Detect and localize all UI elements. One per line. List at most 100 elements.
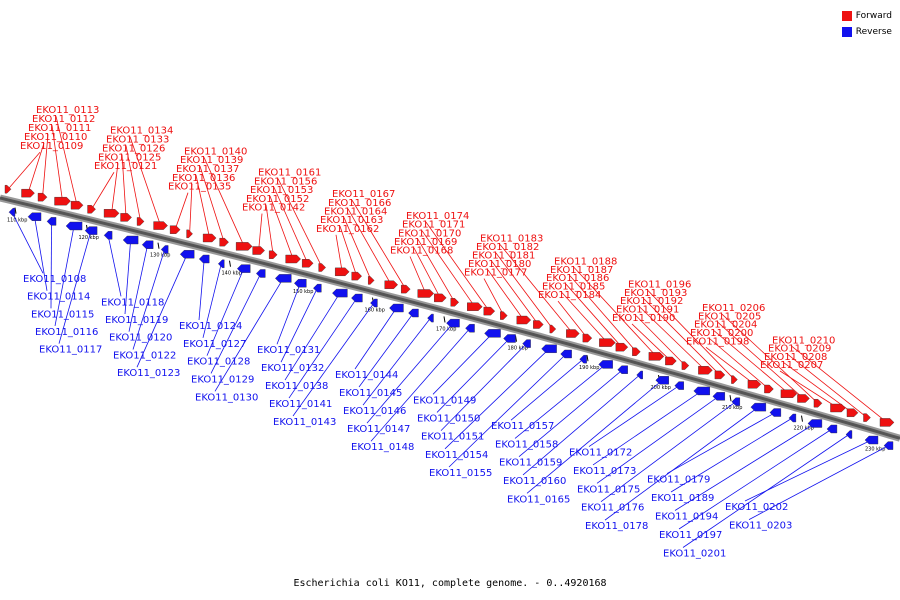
gene-label-line [195, 174, 211, 239]
reverse-gene-arrow [883, 441, 894, 450]
gene-label-line [561, 292, 608, 343]
forward-gene-label: EKO11_0156 [254, 176, 317, 187]
gene-label-line [643, 298, 721, 376]
reverse-gene-arrow [84, 226, 98, 235]
tick-label: 190 kbp [579, 365, 599, 371]
forward-gene-arrow [698, 366, 713, 375]
forward-gene-arrow [830, 403, 846, 413]
reverse-gene-label: EKO11_0203 [729, 521, 792, 532]
tick-mark [729, 395, 732, 402]
reverse-gene-arrow [674, 381, 684, 390]
reverse-gene-arrow [560, 349, 572, 359]
reverse-gene-arrow [313, 283, 322, 293]
gene-label-line [526, 379, 663, 494]
reverse-gene-arrow [807, 419, 823, 428]
forward-gene-arrow [186, 229, 193, 239]
gene-label-line [136, 254, 188, 368]
reverse-gene-label: EKO11_0197 [659, 530, 722, 541]
gene-label-line [128, 244, 149, 332]
forward-gene-arrow [813, 399, 823, 408]
gene-label-line [721, 313, 819, 404]
gene-label-line [448, 353, 567, 468]
forward-gene-arrow [434, 293, 447, 303]
forward-gene-label: EKO11_0163 [320, 215, 383, 226]
forward-gene-label: EKO11_0207 [760, 360, 823, 371]
reverse-gene-arrow [389, 303, 404, 313]
gene-label-line [491, 261, 539, 325]
forward-gene-arrow [351, 271, 362, 281]
reverse-gene-label: EKO11_0129 [191, 374, 254, 385]
reverse-gene-arrow [579, 354, 587, 364]
tick-label: 180 kbp [508, 346, 528, 352]
tick-mark [229, 260, 231, 267]
genome-caption: Escherichia coli KO11, complete genome. … [293, 578, 607, 589]
reverse-gene-arrow [617, 365, 628, 374]
gene-label-line [42, 134, 49, 198]
reverse-gene-arrow [788, 413, 797, 423]
reverse-gene-arrow [446, 318, 460, 328]
gene-label-line [91, 172, 115, 210]
forward-gene-arrow [846, 408, 859, 417]
reverse-gene-arrow [255, 269, 266, 278]
gene-label-line [421, 230, 476, 307]
gene-label-line [600, 401, 737, 503]
tick-label: 230 kbp [865, 446, 885, 452]
forward-gene-arrow [384, 280, 398, 289]
forward-gene-label: EKO11_0135 [168, 182, 231, 193]
reverse-gene-arrow [408, 308, 419, 318]
gene-label-line [203, 157, 245, 247]
gene-label-line [666, 412, 776, 474]
forward-gene-arrow [879, 418, 895, 427]
forward-gene-arrow [615, 342, 629, 352]
forward-gene-arrow [285, 254, 301, 264]
gene-label-line [58, 230, 92, 344]
reverse-gene-label: EKO11_0124 [179, 321, 242, 332]
forward-gene-label: EKO11_0181 [472, 251, 535, 262]
gene-label-line [269, 195, 294, 260]
gene-label-line [674, 423, 816, 511]
forward-gene-label: EKO11_0184 [538, 290, 601, 301]
legend-forward-label: Forward [855, 11, 892, 21]
forward-gene-arrow [54, 196, 71, 206]
forward-gene-label: EKO11_0133 [106, 134, 169, 145]
forward-gene-arrow [665, 356, 677, 366]
reverse-gene-label: EKO11_0160 [503, 476, 566, 487]
reverse-gene-label: EKO11_0122 [113, 350, 176, 361]
forward-gene-label: EKO11_0112 [32, 114, 95, 125]
forward-gene-label: EKO11_0110 [24, 132, 87, 143]
reverse-gene-arrow [598, 360, 613, 369]
forward-gene-label: EKO11_0187 [550, 265, 613, 276]
forward-swatch [841, 11, 852, 21]
gene-label-line [50, 221, 52, 309]
forward-gene-label: EKO11_0182 [476, 242, 539, 253]
gene-label-line [588, 385, 680, 447]
gene-label-line [335, 234, 343, 272]
reverse-gene-label: EKO11_0172 [569, 448, 632, 459]
reverse-gene-arrow [27, 212, 42, 221]
reverse-gene-label: EKO11_0108 [23, 274, 86, 285]
forward-gene-label: EKO11_0205 [698, 311, 761, 322]
reverse-gene-arrow [427, 313, 434, 323]
reverse-gene-arrow [484, 329, 501, 338]
forward-gene-arrow [780, 389, 798, 398]
gene-label-line [199, 166, 225, 243]
forward-gene-label: EKO11_0142 [242, 203, 305, 214]
reverse-gene-label: EKO11_0150 [417, 413, 480, 424]
forward-gene-arrow [318, 263, 326, 272]
forward-gene-label: EKO11_0121 [94, 161, 157, 172]
forward-gene-arrow [417, 289, 435, 298]
gene-label-line [7, 151, 41, 190]
gene-label-line [366, 322, 454, 424]
gene-label-line [129, 136, 161, 226]
forward-gene-label: EKO11_0170 [398, 228, 461, 239]
gene-label-line [362, 317, 431, 406]
reverse-gene-arrow [332, 288, 348, 298]
forward-gene-label: EKO11_0188 [554, 256, 617, 267]
reverse-gene-arrow [465, 324, 475, 333]
tick-label: 160 kbp [365, 308, 385, 314]
reverse-gene-label: EKO11_0119 [105, 315, 168, 326]
gene-label-line [409, 256, 427, 294]
reverse-gene-arrow [655, 376, 669, 385]
